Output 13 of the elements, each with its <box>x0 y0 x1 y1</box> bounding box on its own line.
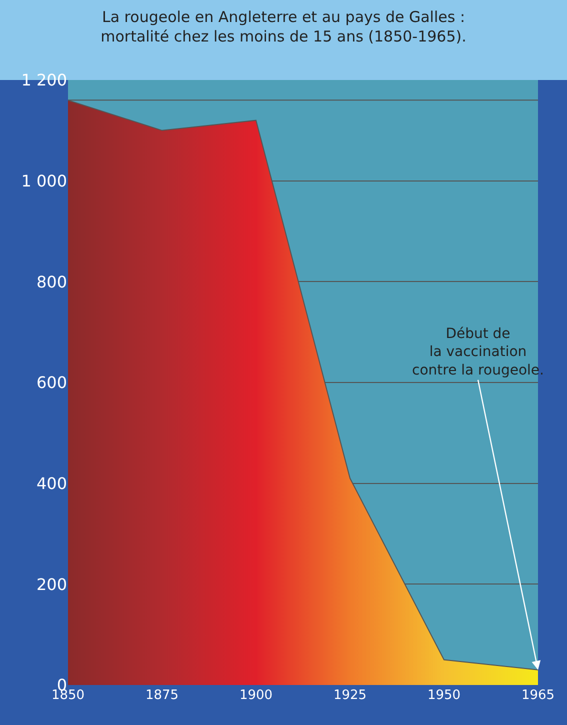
y-tick-label: 400 <box>36 474 67 493</box>
y-tick-label: 1 200 <box>21 70 67 90</box>
x-tick-label: 1965 <box>521 688 555 703</box>
x-tick-label: 1950 <box>427 688 461 703</box>
x-tick-label: 1875 <box>145 688 179 703</box>
x-tick-label: 1900 <box>239 688 273 703</box>
y-tick-label: 600 <box>36 373 67 392</box>
y-tick-label: 800 <box>36 272 67 292</box>
annotation: Début de la vaccination contre la rougeole. <box>412 326 544 378</box>
y-tick-label: 200 <box>36 574 67 594</box>
chart-title: La rougeole en Angleterre et au pays de Galles : mortalité chez les moins de 15 ans (1850-1965). <box>100 8 466 46</box>
y-tick-label: 1 000 <box>21 171 67 190</box>
x-tick-label: 1925 <box>333 688 367 703</box>
